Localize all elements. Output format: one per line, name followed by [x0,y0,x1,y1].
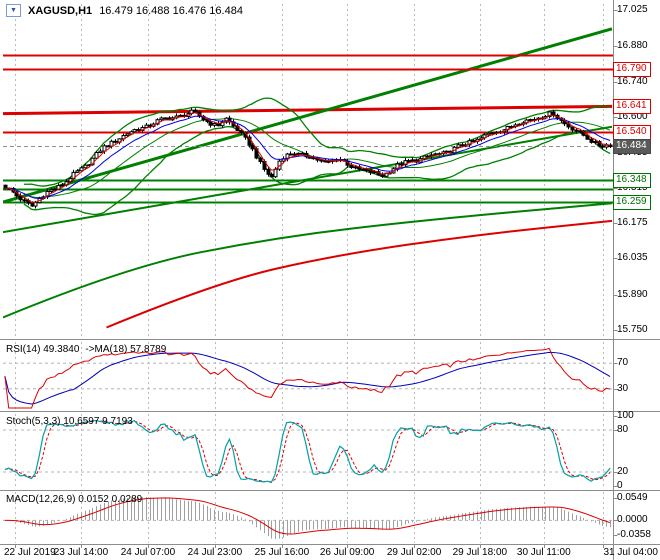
macd-axis-label: -0.0358 [617,529,651,541]
y-axis-label: 15.890 [617,288,648,300]
ohlc-quotes: 16.479 16.488 16.476 16.484 [99,4,243,17]
rsi-axis-label: 70 [617,357,629,369]
macd-panel-label: MACD(12,26,9) 0.0152 0.0289 [6,494,148,505]
price-tag: 16.484 [613,139,651,154]
x-axis-label: 23 Jul 14:00 [53,547,109,558]
y-axis-label: 16.035 [617,252,648,264]
stoch-value-label: Stoch(5,3,3) 10.6597 9.7193 [6,416,133,427]
price-tag: 16.259 [613,195,651,210]
price-tag: 16.540 [613,125,651,140]
price-tag: 16.641 [613,99,651,114]
rsi-axis-label: 30 [617,382,629,394]
x-axis-label: 31 Jul 04:00 [603,547,659,558]
macd-value-label: MACD(12,26,9) 0.0152 0.0289 [6,494,143,505]
x-axis-label: 22 Jul 2019 [4,547,56,558]
y-axis-label: 16.600 [617,110,648,122]
price-tag: 16.790 [613,62,651,77]
stoch-panel-label: Stoch(5,3,3) 10.6597 9.7193 [6,416,139,427]
stoch-axis-label: 0 [617,480,623,491]
stoch-axis-label: 20 [617,466,629,477]
y-axis-label: 15.750 [617,324,648,335]
x-axis-label: 29 Jul 02:00 [386,547,442,558]
macd-axis-label: 0.0000 [617,514,648,526]
stoch-axis-label: 100 [617,410,634,421]
rsi-panel-label: RSI(14) 49.3840 ->MA(18) 57.8789 [6,344,172,355]
chart-title: ▼ XAGUSD,H1 16.479 16.488 16.476 16.484 [6,4,243,17]
rsi-value-label: RSI(14) 49.3840 [6,344,80,355]
x-axis-label: 29 Jul 18:00 [452,547,508,558]
x-axis-label: 24 Jul 07:00 [120,547,176,558]
x-axis-label: 30 Jul 11:00 [516,547,571,558]
y-axis-label: 17.025 [617,4,648,15]
y-axis-label: 16.175 [617,217,648,229]
y-axis-label: 16.880 [617,40,648,52]
macd-axis-label: 0.0549 [617,491,648,503]
rsi-ma-value-label: ->MA(18) 57.8789 [85,344,167,355]
chart-marker-icon: ▼ [6,4,21,17]
x-axis-label: 25 Jul 16:00 [254,547,310,558]
x-axis-label: 24 Jul 23:00 [187,547,243,558]
x-axis-label: 26 Jul 09:00 [319,547,375,558]
price-tag: 16.348 [613,173,651,188]
y-axis-label: 16.740 [617,75,648,87]
symbol-label: XAGUSD,H1 [28,4,93,17]
stoch-axis-label: 80 [617,424,629,435]
